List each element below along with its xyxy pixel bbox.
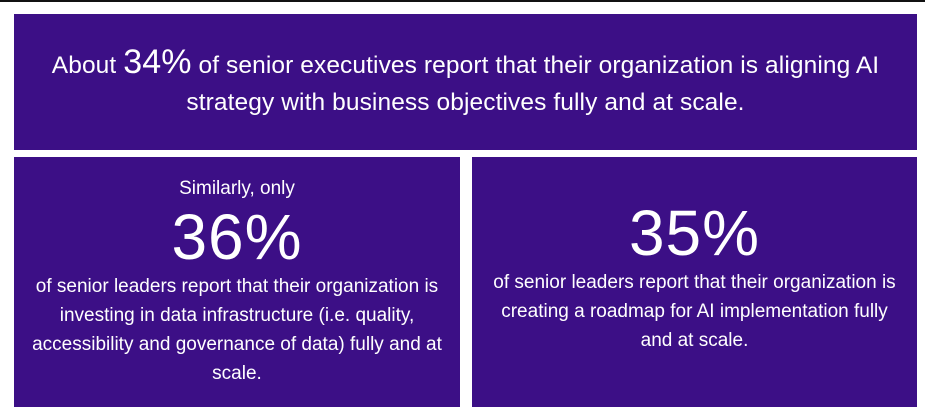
right-description: of senior leaders report that their orga… xyxy=(493,271,896,351)
right-stat: 35% xyxy=(628,196,761,269)
data-infrastructure-panel: Similarly, only 36% of senior leaders re… xyxy=(14,157,460,407)
headline-text-before: About xyxy=(51,51,124,79)
headline-panel: About 34% of senior executives report th… xyxy=(14,14,917,150)
headline-text-after: of senior executives report that their o… xyxy=(186,51,880,116)
headline-text: About 34% of senior executives report th… xyxy=(26,42,906,121)
left-description: of senior leaders report that their orga… xyxy=(32,276,442,384)
headline-stat: 34% xyxy=(123,42,192,81)
roadmap-panel: 35% of senior leaders report that their … xyxy=(472,157,917,407)
left-lead-text: Similarly, only xyxy=(179,178,295,199)
left-stat: 36% xyxy=(171,201,303,273)
top-divider xyxy=(0,0,925,2)
